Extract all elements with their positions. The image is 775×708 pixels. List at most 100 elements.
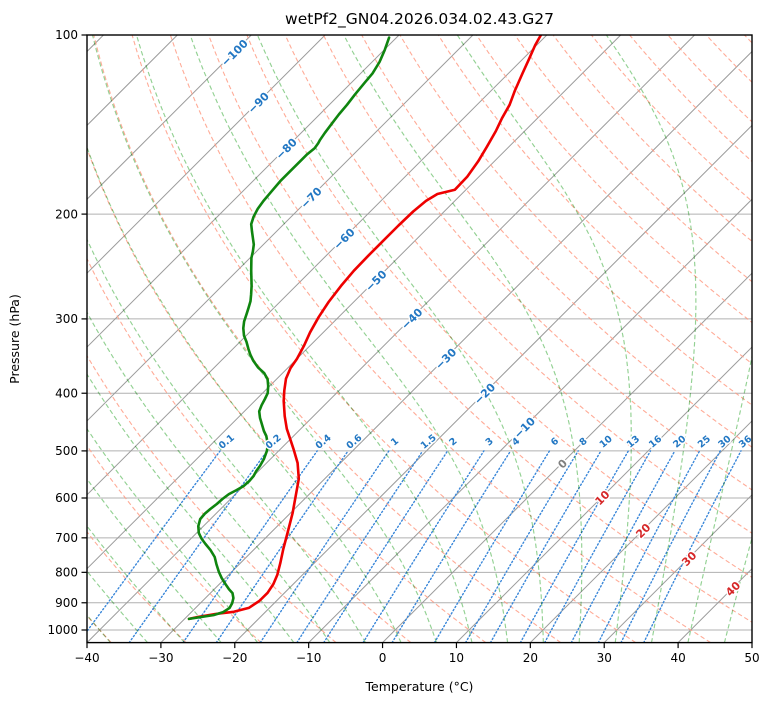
mixing-ratio-label: 2 (447, 436, 459, 449)
mixing-ratio-label: 25 (696, 434, 713, 451)
x-tick-label: −20 (222, 651, 247, 665)
x-axis-label: Temperature (°C) (365, 679, 474, 694)
mixing-ratio-label: 13 (625, 434, 642, 451)
y-tick-label: 200 (55, 207, 78, 221)
isotherm-line (603, 494, 752, 643)
mixing-ratio-line (215, 450, 349, 643)
mixing-ratio-line (259, 450, 390, 643)
mixing-ratio-label: 10 (598, 433, 615, 450)
mixing-ratio-line (544, 450, 652, 643)
dry-adiabats (87, 35, 752, 643)
dry-adiabat (590, 35, 752, 203)
dry-adiabat (552, 35, 752, 243)
moist-adiabat (687, 353, 752, 643)
moist-adiabat (87, 427, 259, 643)
moist-adiabat (723, 535, 752, 643)
isotherm-label: 30 (679, 549, 699, 569)
moist-adiabat (87, 311, 331, 643)
isotherm-line (87, 35, 548, 496)
dry-adiabat (208, 35, 752, 623)
x-tick-label: −40 (74, 651, 99, 665)
dry-adiabat (399, 35, 752, 406)
dry-adiabat (87, 354, 337, 643)
dry-adiabat (169, 35, 711, 643)
isotherm-line (160, 50, 752, 643)
y-tick-label: 100 (55, 28, 78, 42)
chart-title: wetPf2_GN04.2026.034.02.43.G27 (285, 10, 554, 29)
dry-adiabat (629, 35, 752, 163)
dry-adiabat (87, 257, 412, 643)
y-tick-label: 400 (55, 386, 78, 400)
isotherm-label: −60 (331, 226, 358, 253)
moist-adiabat (605, 35, 697, 643)
mixing-ratio-label: 16 (647, 433, 664, 450)
mixing-ratio-line (296, 450, 424, 643)
mixing-ratio-line (433, 450, 551, 643)
isotherm-label: −100 (219, 37, 251, 69)
isotherm-label: −50 (363, 268, 390, 295)
dry-adiabat (437, 35, 752, 365)
dry-adiabat (514, 35, 752, 283)
isotherm-line (87, 35, 400, 348)
moist-adiabat (91, 35, 438, 643)
isotherm-label: −80 (273, 136, 300, 163)
moist-adiabat (343, 35, 583, 643)
moist-adiabat (87, 570, 149, 643)
mixing-ratio-label: 6 (549, 436, 561, 449)
isotherm-line (87, 35, 178, 127)
isotherm-line (751, 641, 752, 643)
dewpoint-profile-line (187, 36, 391, 621)
mixing-ratio-line (620, 450, 721, 643)
x-tick-label: 0 (379, 651, 387, 665)
x-tick-label: 30 (597, 651, 612, 665)
dry-adiabat (87, 444, 262, 643)
moist-adiabat (87, 478, 222, 643)
isotherm-line (87, 35, 326, 274)
isotherm-label: −70 (298, 185, 325, 212)
mixing-ratio-line (362, 450, 485, 643)
y-tick-label: 300 (55, 312, 78, 326)
isotherm-line (456, 346, 752, 643)
y-tick-label: 1000 (47, 623, 78, 637)
mixing-ratio-label: 30 (716, 433, 733, 450)
mixing-ratio-label: 3 (484, 436, 496, 449)
dry-adiabat (361, 35, 752, 448)
isotherm-label: −20 (472, 381, 499, 408)
isotherms (87, 35, 752, 643)
y-tick-label: 600 (55, 491, 78, 505)
isotherm-line (234, 124, 752, 643)
y-tick-label: 500 (55, 444, 78, 458)
dry-adiabat (667, 35, 752, 123)
y-tick-label: 900 (55, 596, 78, 610)
pressure-gridlines (87, 35, 752, 631)
x-tick-label: 50 (744, 651, 759, 665)
moist-adiabat (456, 35, 632, 643)
mixing-ratio-line (597, 450, 701, 643)
moist-adiabats (87, 35, 752, 643)
x-tick-label: 10 (449, 651, 464, 665)
y-tick-label: 700 (55, 531, 78, 545)
dry-adiabat (87, 530, 187, 643)
isotherm-label: 0 (555, 456, 570, 471)
moist-adiabat (87, 525, 185, 643)
mixing-ratio-label: 0.6 (344, 432, 364, 451)
mixing-ratio-lines (87, 450, 742, 643)
x-tick-label: 20 (523, 651, 538, 665)
dry-adiabat (284, 35, 752, 534)
mixing-ratio-label: 1 (389, 436, 401, 449)
mixing-ratio-label: 1.5 (419, 432, 439, 451)
isotherm-label: −90 (245, 90, 272, 117)
isotherm-line (87, 35, 474, 422)
dry-adiabat (246, 35, 752, 579)
dry-adiabat (744, 35, 752, 44)
mixing-ratio-line (570, 450, 676, 643)
isotherm-line (87, 35, 622, 570)
y-axis-label: Pressure (hPa) (7, 294, 22, 384)
isotherm-line (382, 272, 752, 643)
isotherm-line (87, 35, 695, 643)
dry-adiabat (131, 35, 637, 643)
mixing-ratio-label: 20 (671, 433, 688, 450)
x-tick-label: 40 (670, 651, 685, 665)
